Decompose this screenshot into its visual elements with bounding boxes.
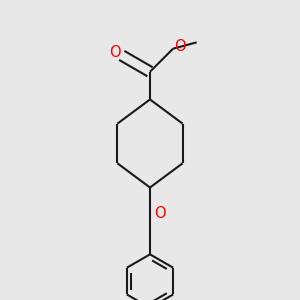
Text: O: O	[154, 206, 166, 221]
Text: O: O	[174, 39, 186, 54]
Text: O: O	[109, 45, 120, 60]
